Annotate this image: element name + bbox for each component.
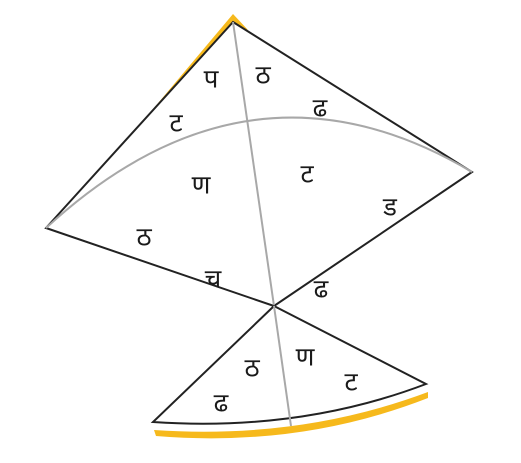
- tail-divider: [273, 305, 292, 427]
- tail-label-4: ट: [344, 368, 358, 398]
- kite-label-lower-right-2: ड: [382, 193, 398, 223]
- kite-fold-curve: [45, 116, 473, 229]
- tail-label-1: ठ: [244, 354, 260, 384]
- kite-label-lower-left-1: ण: [192, 171, 212, 201]
- kite-label-lower-left-2: ठ: [136, 223, 152, 253]
- tail-label-3: ण: [296, 343, 316, 373]
- tail-label-2: ढ: [214, 389, 229, 419]
- kite-label-upper-right-1: ठ: [255, 61, 271, 91]
- kite-spine: [232, 21, 275, 307]
- kite-label-upper-left-1: प: [204, 65, 220, 95]
- kite-label-lower-right-3: ढ: [314, 275, 329, 305]
- kite-label-lower-right-1: ट: [300, 160, 314, 190]
- tail-fan: [150, 304, 429, 425]
- kite-label-lower-left-3: च: [205, 265, 222, 295]
- kite-label-upper-right-2: ढ: [313, 94, 328, 124]
- tail-accent-edge: [154, 392, 428, 439]
- kite-label-upper-left-2: ट: [169, 109, 183, 139]
